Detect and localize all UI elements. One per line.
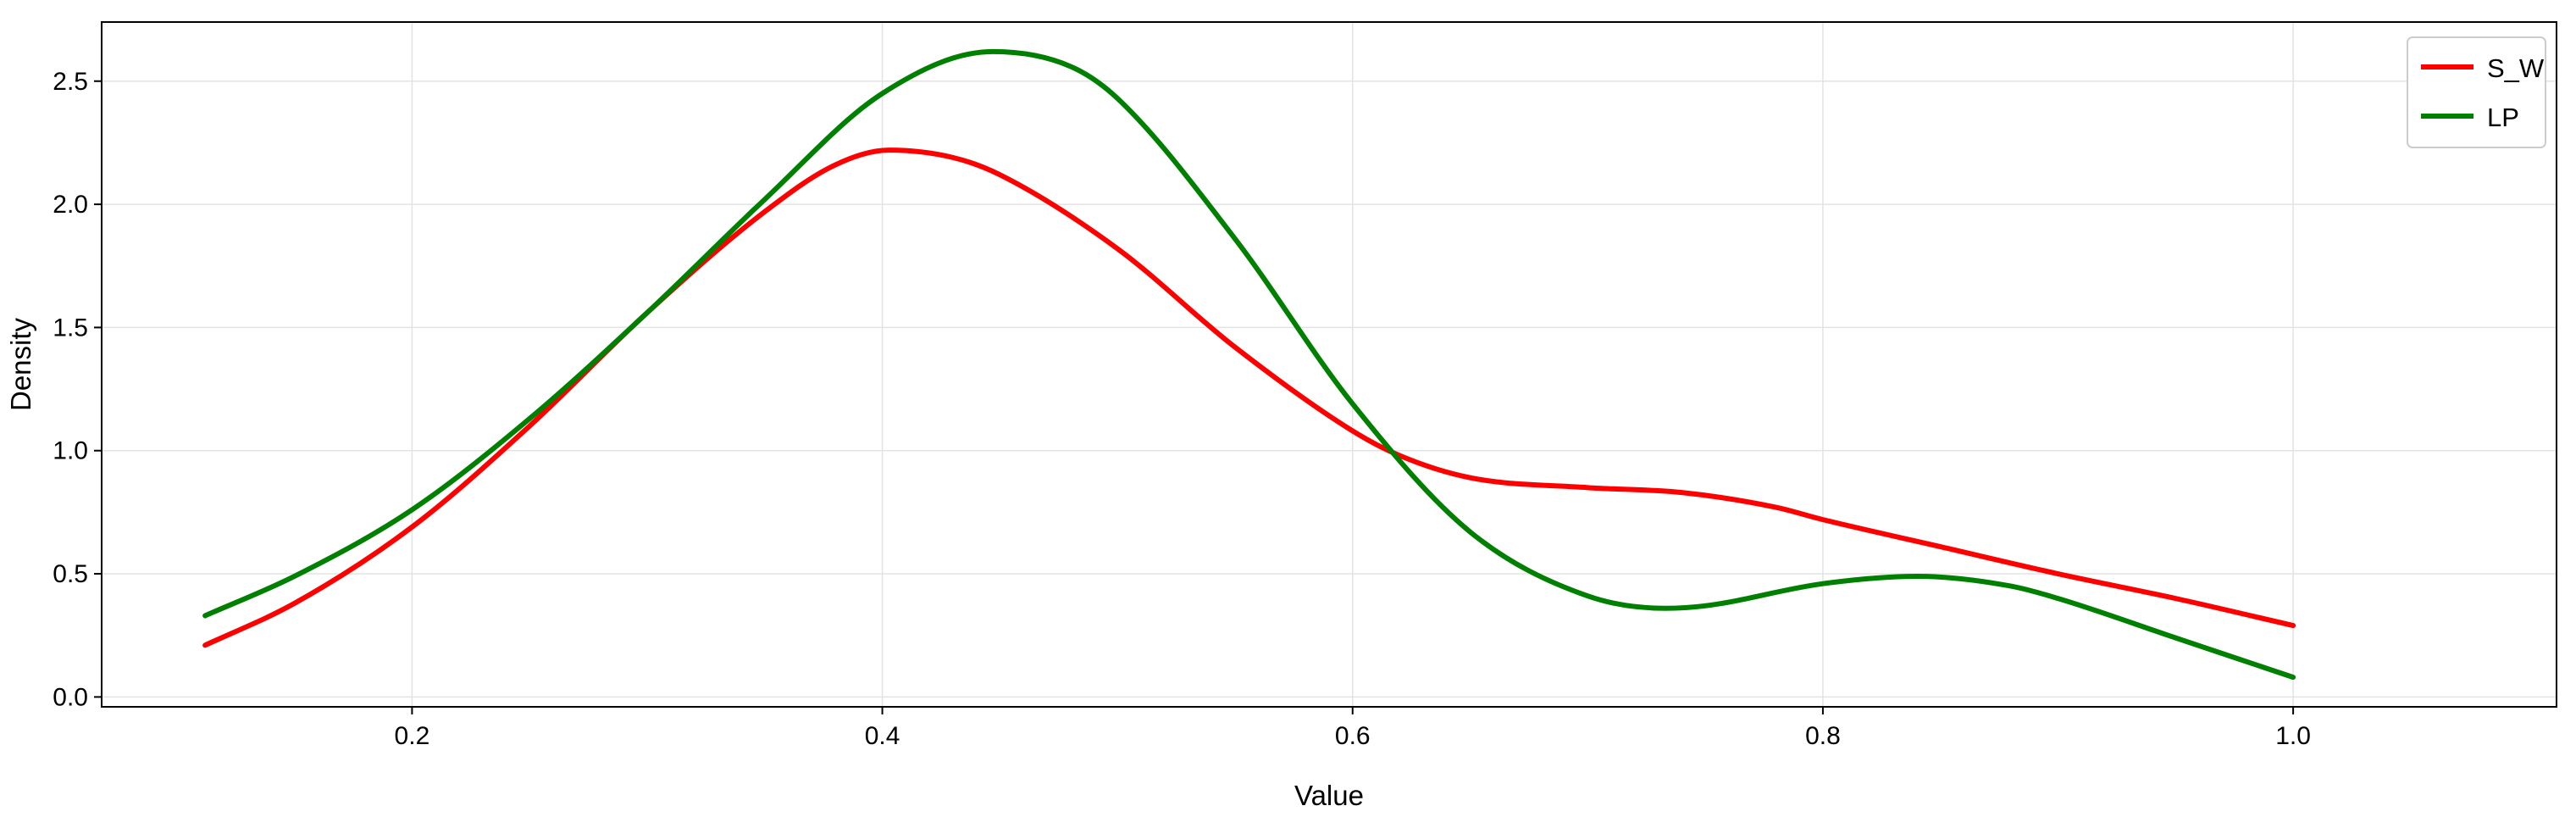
x-tick-label: 0.4 [865,722,900,750]
y-tick-label: 2.5 [53,68,88,96]
legend-label-lp: LP [2487,103,2519,132]
series-lines [202,48,2296,681]
plot-frame [101,21,2557,708]
y-tick-label: 1.5 [53,314,88,342]
y-tick-label: 0.5 [53,560,88,588]
x-tick-label: 0.6 [1335,722,1371,750]
x-tick-label: 1.0 [2275,722,2311,750]
x-tick-label: 0.8 [1805,722,1841,750]
x-axis-label: Value [1294,780,1364,811]
x-axis: 0.2 0.4 0.6 0.8 1.0 [395,707,2311,750]
series-line-s-w [202,147,2296,648]
grid [102,22,2557,707]
y-axis: 0.0 0.5 1.0 1.5 2.0 2.5 [53,68,102,711]
plot-area [102,22,2557,707]
y-axis-label: Density [5,317,36,411]
y-tick-label: 0.0 [53,683,88,711]
legend-label-s-w: S_W [2487,53,2545,83]
y-tick-label: 1.0 [53,437,88,465]
legend: S_W LP [2407,36,2546,148]
y-tick-label: 2.0 [53,191,88,219]
series-line-lp [202,48,2296,681]
x-tick-label: 0.2 [395,722,430,750]
